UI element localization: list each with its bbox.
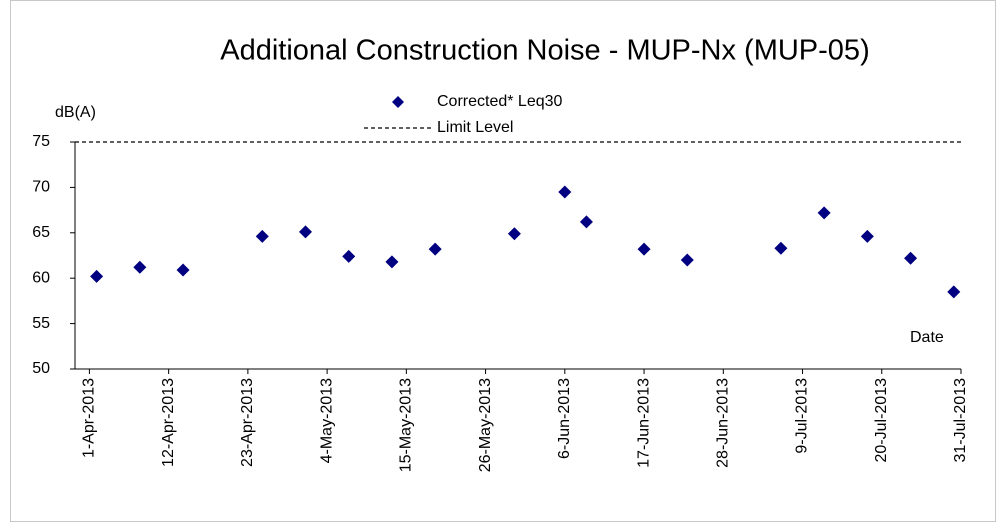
point — [947, 285, 961, 299]
point — [90, 269, 104, 283]
y-axis-label: dB(A) — [55, 104, 96, 121]
y-tick-label: 50 — [32, 360, 50, 377]
point — [904, 251, 918, 265]
legend-label: Corrected* Leq30 — [437, 93, 563, 110]
x-axis-label: Date — [910, 329, 944, 346]
point — [817, 206, 831, 220]
point — [299, 225, 313, 239]
x-tick-label: 4-May-2013 — [318, 378, 335, 463]
y-tick-label: 65 — [32, 224, 50, 241]
legend-label: Limit Level — [437, 119, 513, 136]
x-tick-label: 1-Apr-2013 — [81, 378, 98, 458]
x-tick-label: 17-Jun-2013 — [635, 378, 652, 468]
x-tick-label: 15-May-2013 — [398, 378, 415, 472]
x-tick-label: 28-Jun-2013 — [715, 378, 732, 468]
x-tick-label: 6-Jun-2013 — [556, 378, 573, 459]
chart-title: Additional Construction Noise - MUP-Nx (… — [220, 35, 869, 67]
point — [176, 263, 190, 277]
y-tick-label: 60 — [32, 269, 50, 286]
x-tick-label: 26-May-2013 — [477, 378, 494, 472]
y-tick-label: 75 — [32, 133, 50, 150]
point — [680, 253, 694, 267]
point — [428, 242, 442, 256]
x-tick-label: 20-Jul-2013 — [873, 378, 890, 463]
x-tick-label: 12-Apr-2013 — [160, 378, 177, 467]
point — [860, 229, 874, 243]
point — [342, 249, 356, 263]
point — [558, 185, 572, 199]
x-tick-label: 9-Jul-2013 — [794, 378, 811, 454]
point — [385, 255, 399, 269]
point — [774, 241, 788, 255]
y-tick-label: 55 — [32, 315, 50, 332]
point — [133, 260, 147, 274]
y-tick-label: 70 — [32, 179, 50, 196]
point — [579, 215, 593, 229]
chart-frame — [10, 0, 996, 522]
point — [507, 227, 521, 241]
point — [637, 242, 651, 256]
x-tick-label: 23-Apr-2013 — [239, 378, 256, 467]
point — [255, 229, 269, 243]
x-tick-label: 31-Jul-2013 — [952, 378, 969, 463]
legend-marker — [392, 96, 404, 108]
